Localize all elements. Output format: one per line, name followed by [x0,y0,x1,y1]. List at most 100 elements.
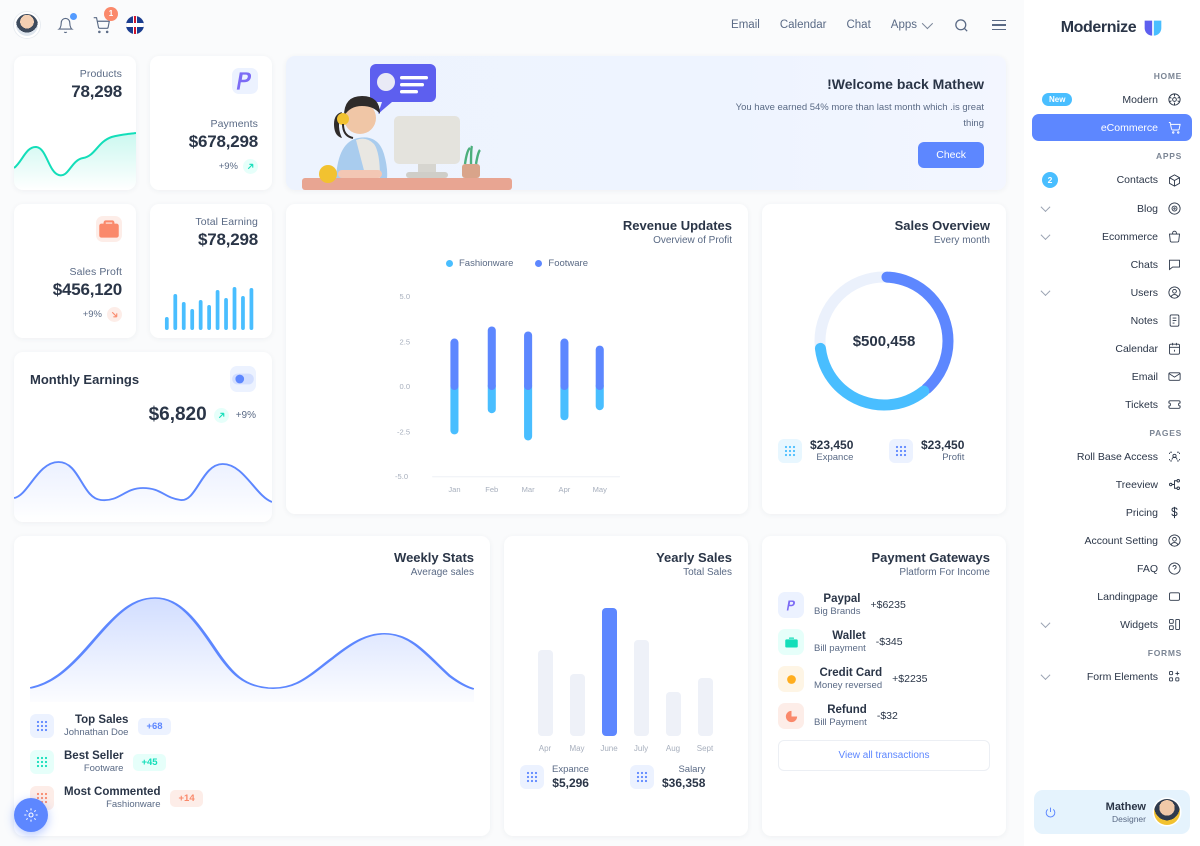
payment-desc-3: Bill Payment [814,717,867,728]
chevron-down-icon[interactable] [1040,202,1051,213]
dashboard-row-2: Weekly Stats Average sales [14,536,1006,836]
arrow-down-icon [107,307,122,322]
grid-dots-icon[interactable] [30,714,54,738]
chevron-down-icon[interactable] [1040,286,1051,297]
envelope-icon [1167,369,1182,384]
sidebar-item-form-elements[interactable]: Form Elements [1032,663,1192,690]
card-payments: Payments $678,298 9%+ [150,56,272,190]
user-avatar-icon[interactable] [14,12,40,38]
contacts-box-icon [1167,173,1182,188]
payment-name-0: Paypal [823,593,861,605]
sidebar-item-landingpage[interactable]: Landingpage [1032,583,1192,610]
sidebar-item-contacts[interactable]: Contacts 2 [1032,166,1192,194]
topbar-apps-dropdown[interactable]: Apps [891,17,934,31]
payment-name-2: Credit Card [819,667,883,679]
grid-dots-icon[interactable] [30,750,54,774]
payment-row-refund[interactable]: Refund Bill Payment $32- [778,703,990,729]
sidebar-caption-forms: FORMS [1147,648,1182,658]
yearly-salary-value: $36,358 [662,776,706,790]
topbar-link-email[interactable]: Email [731,19,760,31]
sidebar-item-widgets[interactable]: Widgets [1032,611,1192,638]
sidebar-item-faq[interactable]: FAQ [1032,555,1192,582]
yearly-sales-footer-salary: Salary $36,358 [630,764,732,790]
bell-icon[interactable] [54,13,77,36]
chevron-down-icon[interactable] [1040,230,1051,241]
weekly-stats-area-chart [30,584,474,702]
weekly-stats-name-1: Best Seller [64,750,124,762]
products-text: Products 78,298 [14,56,136,102]
shopping-cart-icon[interactable]: 1 [90,7,118,36]
briefcase-icon [96,216,122,242]
ecommerce-cart-icon [1167,120,1182,135]
payment-desc-0: Big Brands [814,606,861,617]
svg-text:Sept: Sept [697,744,714,753]
brand-logo-block[interactable]: Modernize [1032,0,1192,56]
legend-label-footware: Footware [548,258,588,269]
settings-gear-icon[interactable] [14,798,48,832]
topbar-link-chat[interactable]: Chat [846,19,871,31]
sidebar-item-calendar[interactable]: Calendar [1032,335,1192,362]
profit-value: $23,450 [921,438,965,452]
sidebar-item-ecommerce-apps[interactable]: Ecommerce [1032,223,1192,250]
yearly-sales-title: Yearly Sales [656,550,732,565]
svg-text:May: May [569,744,584,753]
sidebar-item-tickets[interactable]: Tickets [1032,391,1192,418]
grid-dots-icon[interactable] [889,438,913,463]
notes-icon [1167,313,1182,328]
svg-text:2.5: 2.5 [400,338,411,347]
sidebar-item-account-setting[interactable]: Account Setting [1032,527,1192,554]
topbar: 1 Email Calendar Chat Apps [0,0,1024,50]
legend-item-fashionware[interactable]: Fashionware [446,258,513,269]
sidebar-label-widgets: Widgets [1120,618,1158,631]
payment-name-1: Wallet [832,630,866,642]
grid-dots-icon[interactable] [778,438,802,463]
sidebar-item-chats[interactable]: Chats [1032,251,1192,278]
payment-row-wallet[interactable]: Wallet Bill payment $345- [778,629,990,655]
bell-dot-badge [70,13,77,20]
sidebar-item-roll-base-access[interactable]: Roll Base Access [1032,443,1192,470]
weekly-stats-row-best-seller: Best Seller Footware 45+ [30,750,474,774]
revenue-updates-bar-chart: 5.0 2.5 0.0 2.5- 5.0- [302,277,732,499]
weekly-stats-name-2: Most Commented [64,786,161,798]
sales-overview-profit-text: $23,450 Profit [921,438,964,463]
svg-text:June: June [600,744,618,753]
card-yearly-sales: Yearly Sales Total Sales [504,536,748,836]
hamburger-menu-icon[interactable] [992,19,1006,31]
chat-bubble-icon [1167,257,1182,272]
yearly-sales-bar-chart: Apr May June July Aug Sept [520,588,732,758]
check-button[interactable]: Check [918,142,984,169]
sidebar-item-blog[interactable]: Blog [1032,195,1192,222]
payment-row-paypal[interactable]: Paypal Big Brands $6235+ [778,592,990,618]
svg-text:Jan: Jan [448,485,460,494]
power-icon[interactable] [1044,806,1057,819]
sidebar-item-users[interactable]: Users [1032,279,1192,306]
payment-row-credit-card[interactable]: Credit Card Money reversed $2235+ [778,666,990,692]
sidebar-item-treeview[interactable]: Treeview [1032,471,1192,498]
sales-overview-center-value: $500,458 [852,332,916,350]
view-all-transactions-button[interactable]: View all transactions [778,740,990,771]
search-icon[interactable] [950,14,972,36]
grid-dots-icon[interactable] [630,765,654,789]
wallet-icon [778,629,804,655]
topbar-link-calendar[interactable]: Calendar [779,19,827,31]
sidebar-label-roll-base-access: Roll Base Access [1076,450,1158,463]
sidebar-item-modern[interactable]: Modern New [1032,86,1192,113]
sidebar-item-email[interactable]: Email [1032,363,1192,390]
sidebar-item-pricing[interactable]: Pricing [1032,499,1192,526]
chevron-down-icon[interactable] [1040,670,1051,681]
legend-item-footware[interactable]: Footware [535,258,588,269]
uk-flag-icon[interactable] [126,16,144,34]
sidebar-label-calendar: Calendar [1115,342,1158,355]
sidebar-profile-text: Mathew Designer [1106,801,1146,824]
sidebar-item-ecommerce-home[interactable]: eCommerce [1032,114,1192,141]
sidebar-item-notes[interactable]: Notes [1032,307,1192,334]
stats-mini-row-2: Sales Proft $456,120 9%+ [14,204,272,338]
sidebar-label-modern: Modern [1122,93,1158,106]
chevron-down-icon[interactable] [1040,618,1051,629]
shield-user-icon [1167,449,1182,464]
arrow-up-icon [243,159,258,174]
sidebar-profile-card[interactable]: Mathew Designer [1034,790,1190,834]
grid-dots-icon[interactable] [520,765,544,789]
payment-amount-3: $32- [876,710,898,722]
payment-names-1: Wallet Bill payment [814,630,866,654]
